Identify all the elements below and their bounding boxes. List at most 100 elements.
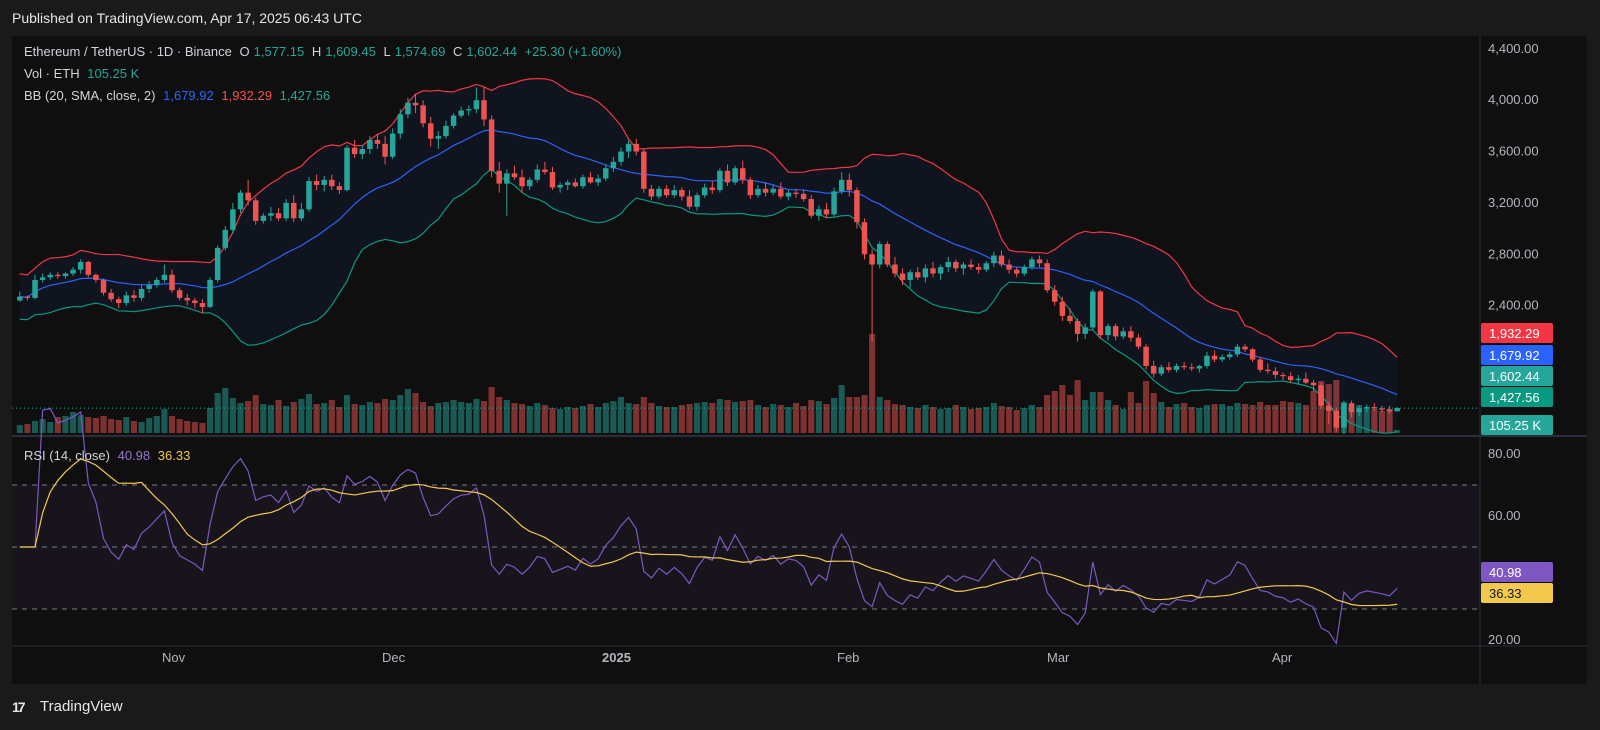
candle-body [587, 177, 594, 183]
tradingview-footer[interactable]: 17 TradingView [12, 686, 312, 726]
rsi-badge: 40.98 [1481, 562, 1553, 582]
low-label: L [383, 44, 391, 59]
candle [998, 250, 1005, 268]
candle-body [382, 143, 388, 157]
bb-mid-badge: 1,679.92 [1481, 345, 1553, 365]
candle [991, 251, 997, 268]
candle-body [1036, 259, 1043, 264]
volume-bar [732, 402, 739, 433]
candle-body [85, 261, 92, 275]
volume-bar [39, 419, 46, 433]
volume-bar [838, 385, 845, 433]
candle [1013, 267, 1020, 278]
candle [1242, 344, 1248, 352]
bb-lower-badge: 1,427.56 [1481, 387, 1553, 407]
volume-bar [404, 389, 411, 433]
candle [192, 297, 198, 309]
candle [138, 285, 145, 301]
close-price-badge: 1,602.44 [1481, 366, 1553, 386]
volume-bar [1219, 404, 1226, 433]
candle-body [907, 272, 913, 280]
candle-body [1379, 408, 1385, 410]
volume-bar [62, 416, 69, 433]
candle-body [154, 279, 160, 286]
bb-upper-badge-text: 1,932.29 [1489, 326, 1540, 341]
candle-body [1348, 403, 1355, 413]
candle [1067, 308, 1073, 324]
candle-body [176, 290, 183, 298]
candle-body [663, 188, 670, 196]
candle-body [937, 267, 944, 274]
volume-bar [1378, 411, 1386, 433]
candle-body [397, 114, 404, 134]
candle-body [100, 279, 107, 293]
candle-body [298, 209, 305, 219]
candle [892, 256, 898, 278]
candle [762, 182, 769, 197]
candle-body [504, 173, 510, 184]
candle-body [983, 263, 990, 270]
volume-bar [655, 406, 663, 433]
candle-body [473, 100, 480, 110]
rsi-badge-bg [1481, 562, 1553, 582]
bb-lower-value: 1,427.56 [279, 88, 331, 103]
candle-body [534, 169, 541, 180]
candle-body [747, 179, 754, 196]
chart-frame[interactable]: 4,400.00 4,000.00 3,600.00 3,200.00 2,800.00… [12, 36, 1587, 684]
volume-bar [168, 416, 176, 433]
volume-bar [945, 408, 952, 433]
volume-bar [853, 397, 860, 433]
candle-body [1272, 371, 1279, 375]
candle [876, 241, 883, 269]
volume-bar [1363, 408, 1370, 433]
candle-body [1394, 408, 1400, 412]
candle-body [184, 297, 190, 301]
volume-bar [1310, 391, 1317, 433]
candle-body [1082, 327, 1088, 334]
candle-body [770, 188, 776, 193]
volume-bar [1188, 407, 1195, 433]
candle [747, 177, 754, 200]
candle-body [1188, 367, 1195, 369]
candle-body [291, 202, 297, 219]
candle-body [1356, 408, 1362, 413]
candle [846, 173, 853, 197]
volume-bar [899, 405, 906, 433]
candle [1318, 382, 1324, 409]
chart-svg[interactable]: 4,400.00 4,000.00 3,600.00 3,200.00 2,800.00… [12, 36, 1587, 684]
candle [1112, 323, 1119, 341]
candle-body [374, 139, 381, 144]
candle [915, 267, 921, 280]
candle [405, 97, 411, 119]
candle-body [1234, 346, 1241, 355]
candle [1082, 323, 1088, 339]
volume-bar [305, 394, 313, 433]
candle-body [1227, 354, 1233, 357]
volume-bar [869, 334, 876, 433]
candle-body [610, 161, 617, 169]
candle [823, 202, 830, 219]
candle-body [1135, 337, 1142, 347]
close-value: 1,602.44 [466, 44, 517, 59]
candle [336, 182, 343, 194]
candle-body [1090, 291, 1096, 328]
volume-bar [16, 425, 23, 433]
volume-bar [123, 417, 130, 433]
candle [1227, 351, 1233, 360]
price-tick-label: 4,400.00 [1488, 41, 1539, 56]
candle-body [1112, 326, 1119, 337]
volume-bar [458, 402, 465, 433]
candle-body [17, 296, 23, 301]
volume-bar [663, 407, 670, 433]
volume-bar [47, 422, 54, 433]
candle [534, 164, 541, 183]
volume-bar [701, 402, 708, 433]
candle [1310, 380, 1317, 392]
volume-bar [100, 416, 107, 433]
price-tick-label: 2,400.00 [1488, 298, 1539, 313]
candle-body [359, 148, 365, 155]
tradingview-brand: TradingView [40, 698, 123, 715]
candle [717, 168, 723, 193]
candle-body [519, 177, 525, 187]
volume-bar [54, 417, 61, 433]
